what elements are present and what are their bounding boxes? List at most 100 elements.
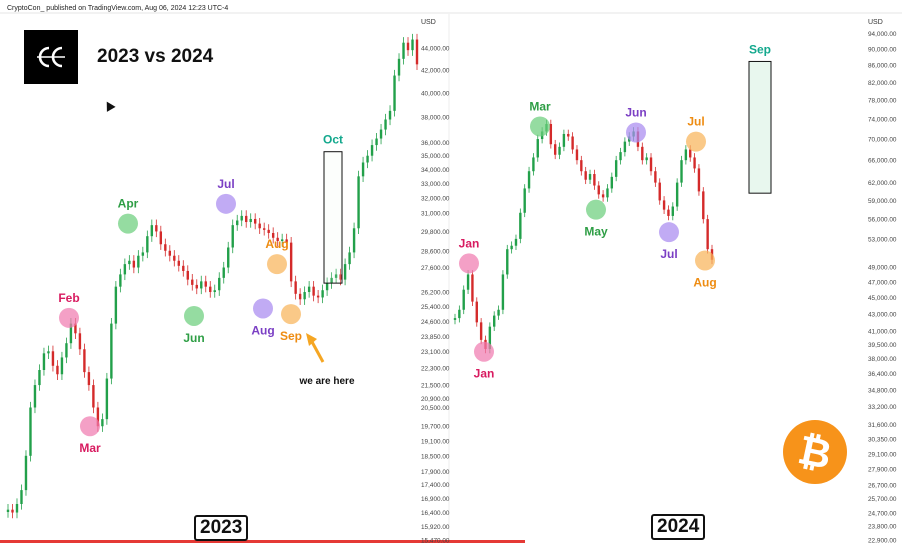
candle-body xyxy=(588,174,592,180)
candle-body xyxy=(132,260,136,268)
candle-body xyxy=(352,228,356,253)
candle-body xyxy=(262,228,266,230)
candle-body xyxy=(240,215,243,221)
y-tick-label: 21,500.00 xyxy=(421,383,450,390)
y-tick-label: 19,100.00 xyxy=(421,438,450,445)
y-tick-label: 44,000.00 xyxy=(421,46,450,53)
candle-body xyxy=(536,139,539,158)
candle-body xyxy=(693,157,696,169)
candle-body xyxy=(562,133,566,147)
y-tick-label: 30,350.00 xyxy=(868,436,897,443)
candle-body xyxy=(150,225,154,237)
candle-body xyxy=(191,279,194,285)
candle-body xyxy=(388,110,392,120)
candle-body xyxy=(101,419,104,427)
candle-body xyxy=(393,75,396,111)
candle-body xyxy=(658,182,661,201)
we-are-here-arrow xyxy=(309,339,325,363)
candle-body xyxy=(137,255,140,268)
y-tick-label: 27,900.00 xyxy=(868,467,897,474)
candle-body xyxy=(593,174,596,186)
candle-body xyxy=(553,144,557,155)
candle-body xyxy=(128,260,131,265)
candle-body xyxy=(276,237,279,241)
candle-body xyxy=(51,351,55,366)
y-tick-label: 33,000.00 xyxy=(421,181,450,188)
y-tick-label: 41,000.00 xyxy=(868,329,897,336)
y-tick-label: 90,000.00 xyxy=(868,46,897,53)
y-tick-label: 39,500.00 xyxy=(868,342,897,349)
marker-label: Jan xyxy=(474,367,495,381)
marker-label: Apr xyxy=(118,197,139,211)
highlight-label: Sep xyxy=(749,42,771,56)
candle-body xyxy=(168,250,172,256)
candle-body xyxy=(641,146,644,161)
candle-body xyxy=(519,212,522,239)
marker-label: Aug xyxy=(265,237,288,251)
y-tick-label: 15,470.00 xyxy=(421,538,450,543)
candle-body xyxy=(258,223,261,229)
marker-circle xyxy=(80,416,100,437)
candle-body xyxy=(527,171,531,189)
y-tick-label: 24,600.00 xyxy=(421,319,450,326)
candle-body xyxy=(453,318,457,320)
y-tick-label: 36,400.00 xyxy=(868,371,897,378)
candle-body xyxy=(271,233,275,238)
marker-circle xyxy=(659,222,679,243)
candle-body xyxy=(614,160,618,177)
candle-body xyxy=(87,372,91,386)
candle-body xyxy=(146,236,149,253)
y-tick-label: 38,000.00 xyxy=(421,115,450,122)
candle-body xyxy=(584,171,587,180)
marker-circle xyxy=(686,131,706,152)
candle-body xyxy=(411,39,414,51)
highlight-box xyxy=(748,60,772,194)
marker-label: Aug xyxy=(251,323,274,337)
candle-body xyxy=(571,136,574,150)
candle-body xyxy=(645,157,648,161)
y-tick-label: 70,000.00 xyxy=(868,137,897,144)
y-tick-label: 26,200.00 xyxy=(421,290,450,297)
highlight-box xyxy=(323,151,343,284)
candle-body xyxy=(330,277,333,284)
axis-unit-label: USD xyxy=(421,19,436,26)
candle-body xyxy=(697,168,701,192)
candle-body xyxy=(343,264,347,280)
candle-body xyxy=(706,219,709,250)
candle-body xyxy=(83,349,86,373)
candle-body xyxy=(506,249,509,275)
candle-body xyxy=(597,185,600,195)
marker-circle xyxy=(267,254,287,275)
candle-body xyxy=(267,229,270,234)
highlight-label: Oct xyxy=(323,133,343,147)
y-tick-label: 34,800.00 xyxy=(868,387,897,394)
cryptocon-logo xyxy=(24,30,78,84)
y-tick-label: 78,000.00 xyxy=(868,98,897,105)
marker-circle xyxy=(216,193,236,214)
marker-label: Jul xyxy=(217,177,234,191)
y-tick-label: 31,000.00 xyxy=(421,210,450,217)
marker-circle xyxy=(626,122,646,143)
candle-body xyxy=(680,160,683,183)
y-tick-label: 32,000.00 xyxy=(421,195,450,202)
y-tick-label: 25,700.00 xyxy=(868,496,897,503)
candle-body xyxy=(227,247,230,268)
marker-label: May xyxy=(584,225,608,239)
candle-body xyxy=(164,244,167,251)
candle-body xyxy=(209,286,212,293)
y-tick-label: 29,100.00 xyxy=(868,452,897,459)
axis-unit-label: USD xyxy=(868,19,883,26)
y-tick-label: 38,000.00 xyxy=(868,356,897,363)
candle-body xyxy=(361,162,365,177)
marker-circle xyxy=(184,305,204,326)
marker-circle xyxy=(253,298,273,319)
marker-circle xyxy=(281,304,301,325)
candle-body xyxy=(366,155,369,163)
candle-body xyxy=(580,160,583,172)
y-tick-label: 17,400.00 xyxy=(421,482,450,489)
bitcoin-icon xyxy=(783,420,847,484)
y-tick-label: 28,600.00 xyxy=(421,248,450,255)
candle-body xyxy=(29,407,32,456)
candle-body xyxy=(280,239,284,241)
